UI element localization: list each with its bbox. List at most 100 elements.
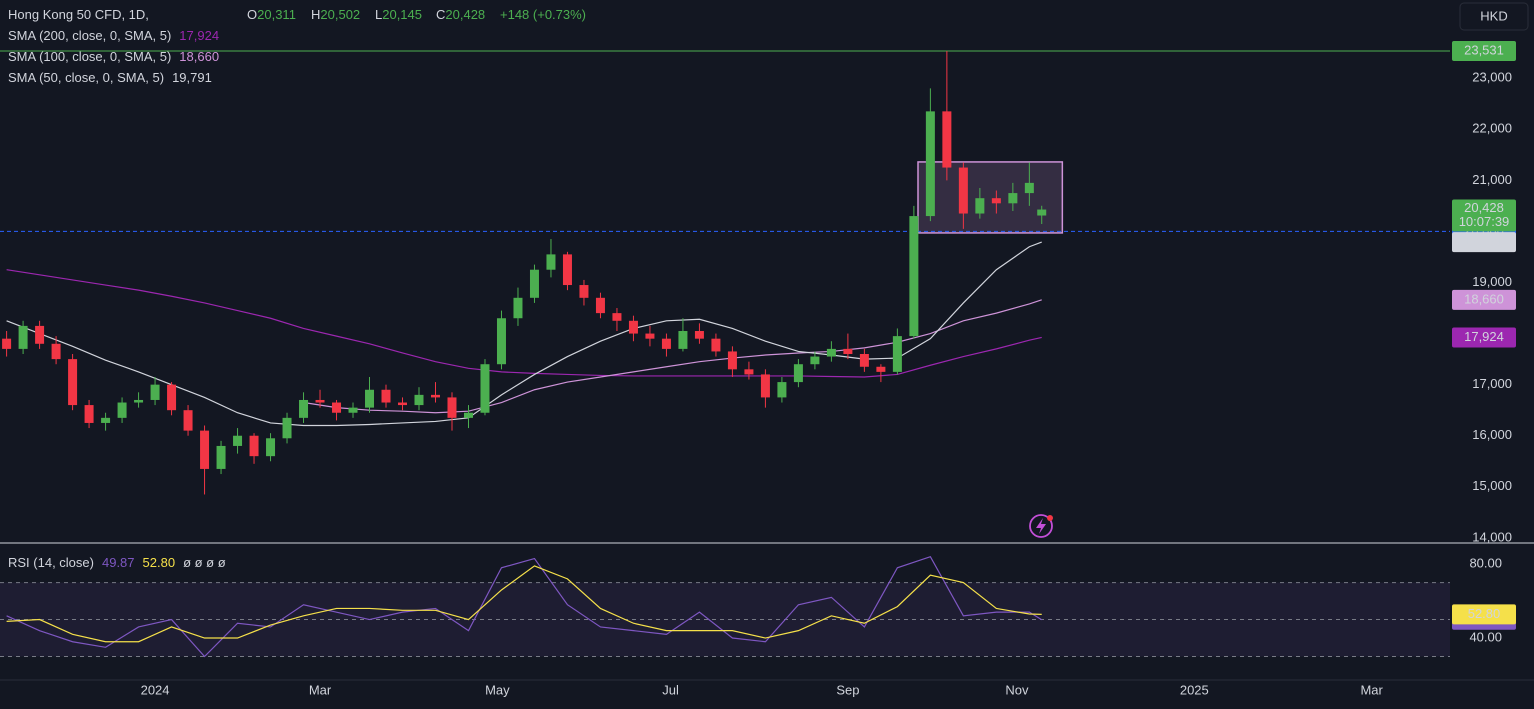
rsi-title: RSI (14, close) (8, 555, 94, 570)
alert-bolt[interactable] (1036, 518, 1046, 534)
sma-tag-bg (1452, 289, 1516, 310)
ohlc-value: 20,502 (320, 7, 360, 22)
rsi-extra: ø ø ø ø (183, 555, 226, 570)
sma-tag: 17,924 (1464, 329, 1504, 344)
legend-value: 19,791 (172, 70, 212, 85)
candle-body (68, 359, 78, 406)
candle-body (200, 430, 210, 469)
price-pane: 14,000 15,000 16,000 17,000 19,000 21,000 22,0… (0, 28, 1516, 697)
candle-body (299, 399, 309, 418)
candle-body (167, 384, 177, 411)
candle-body (51, 343, 61, 360)
candle-body (101, 417, 111, 423)
candle-body (958, 167, 968, 214)
x-tick-label: May (485, 682, 510, 697)
rsi-value: 49.87 (102, 555, 135, 570)
ohlc-key: L (375, 7, 382, 22)
x-tick-label: Nov (1005, 682, 1029, 697)
x-tick-label: Mar (309, 682, 332, 697)
alert-icon[interactable] (1029, 514, 1053, 538)
candle-body (282, 417, 292, 439)
candle-body (1008, 193, 1018, 204)
price-change: +148 (+0.73%) (500, 7, 586, 22)
candle-body (365, 389, 375, 408)
candle-body (529, 269, 539, 298)
candle-body (18, 325, 28, 349)
ohlc-key: O (247, 7, 257, 22)
line (6, 241, 1042, 427)
candle-body (628, 320, 638, 334)
candle-body (810, 356, 820, 365)
legend-value: 18,660 (179, 49, 219, 64)
x-tick-label: 2025 (1180, 682, 1209, 697)
candle-body (595, 297, 605, 314)
last-price-tag-bg (1452, 199, 1516, 232)
candle-body (216, 445, 226, 469)
rsi-tag-bg (1452, 604, 1516, 625)
candle-body (398, 402, 408, 406)
candle-body (381, 389, 391, 403)
candle-body (562, 254, 572, 286)
price-tag: 23,531 (1464, 42, 1504, 57)
y-tick-label: 17,000 (1472, 376, 1512, 391)
ohlc-key: C (436, 7, 445, 22)
y-tick-label: 16,000 (1472, 427, 1512, 442)
candle-body (909, 216, 919, 337)
candle-body (744, 369, 754, 375)
currency-label[interactable]: HKD (1480, 8, 1507, 23)
candle-body (942, 111, 952, 168)
legend-entry: SMA (100, close, 0, SMA, 5) 18,660 (8, 49, 219, 64)
rsi-tag: 52.80 (1468, 606, 1501, 621)
candle-body (183, 410, 193, 431)
candle-body (249, 435, 259, 457)
candle-body (35, 325, 45, 344)
candle-body (496, 318, 506, 365)
rsi-legend: RSI (14, close) 49.87 52.80 ø ø ø ø (8, 555, 226, 570)
alert-dot[interactable] (1047, 515, 1053, 521)
sma-tag: 18,660 (1464, 291, 1504, 306)
candle-body (843, 348, 853, 354)
candle-body (513, 297, 523, 319)
y-tick-label: 80.00 (1469, 556, 1502, 571)
symbol-header: Hong Kong 50 CFD, 1D, O20,311 H20,502 L2… (8, 7, 586, 22)
candle-body (480, 364, 490, 413)
candle-body (991, 198, 1001, 204)
rsi-value: 52.80 (143, 555, 176, 570)
plot-area: 14,000 15,000 16,000 17,000 19,000 21,000 22,0… (0, 28, 1516, 697)
candle-body (117, 402, 127, 418)
candle-body (760, 374, 770, 398)
legend-name: SMA (50, close, 0, SMA, 5) (8, 70, 164, 85)
legend-value: 17,924 (179, 28, 219, 43)
candle-body (447, 397, 457, 418)
sma-tag: 19,791 (1464, 234, 1504, 249)
candle-body (1037, 209, 1047, 216)
candle-body (266, 438, 276, 457)
candle-body (678, 331, 688, 349)
candle-body (925, 111, 935, 217)
countdown: 10:07:39 (1459, 214, 1510, 229)
y-tick-label: 40.00 (1469, 629, 1502, 644)
y-tick-label: 23,000 (1472, 70, 1512, 85)
ohlc-value: 20,145 (382, 7, 422, 22)
candle-body (892, 336, 902, 372)
alert-circle[interactable] (1029, 514, 1053, 538)
y-tick-label: 14,000 (1472, 529, 1512, 544)
candle-body (645, 333, 655, 339)
x-tick-label: Sep (836, 682, 859, 697)
legend-name: SMA (200, close, 0, SMA, 5) (8, 28, 171, 43)
currency-button[interactable] (1459, 2, 1529, 31)
x-tick-label: Jul (662, 682, 679, 697)
candle-body (777, 382, 787, 398)
candle-body (150, 384, 160, 400)
y-tick-label: 19,000 (1472, 274, 1512, 289)
line (6, 565, 1042, 643)
candle-body (826, 348, 836, 357)
candle-body (975, 198, 985, 214)
ohlc-value: 20,428 (445, 7, 485, 22)
candle-body (414, 394, 424, 406)
candle-body (876, 366, 886, 372)
last-price-tag: 20,428 (1464, 200, 1504, 215)
